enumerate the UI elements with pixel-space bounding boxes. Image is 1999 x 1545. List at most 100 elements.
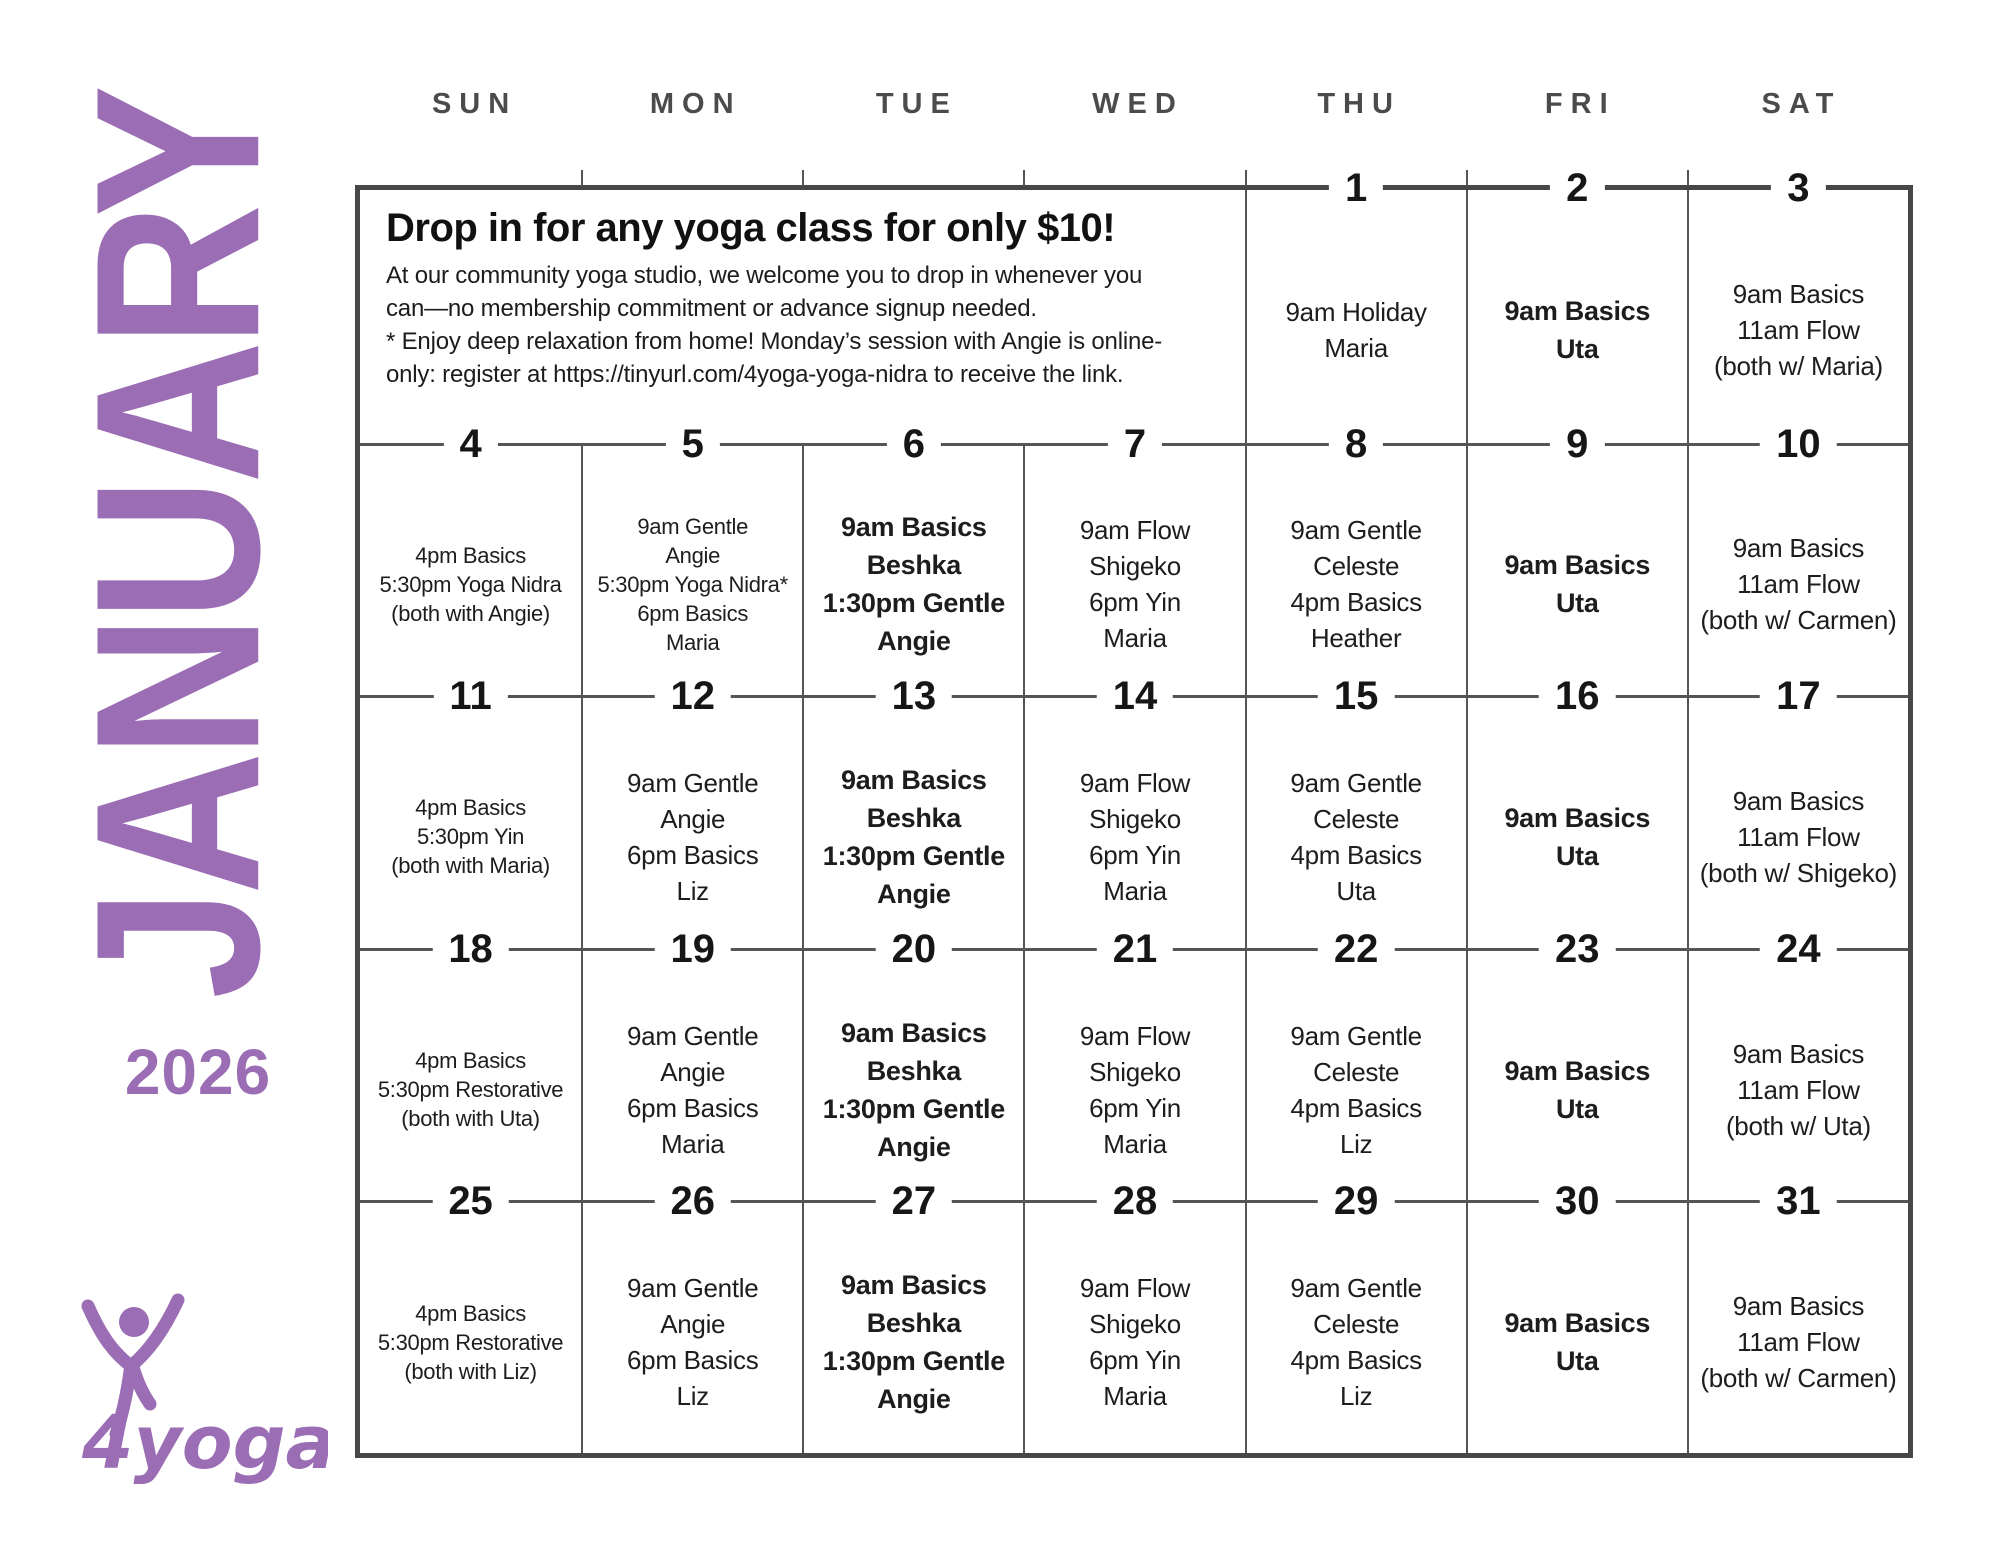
calendar-day-cell-9: 9 9am Basics Uta: [1465, 421, 1687, 696]
day-schedule: 9am Flow Shigeko 6pm Yin Maria: [1025, 1203, 1244, 1453]
grid-tick: [1023, 170, 1026, 186]
day-number: 15: [1317, 674, 1395, 719]
day-number: 26: [654, 1179, 731, 1224]
schedule-line: Angie: [877, 878, 951, 909]
schedule-line: 4pm Basics: [1290, 587, 1422, 618]
schedule-line: Beshka: [866, 802, 962, 833]
schedule-line: 1:30pm Gentle: [822, 840, 1005, 871]
schedule-line: 5:30pm Yoga Nidra*: [597, 571, 789, 597]
schedule-line: 6pm Basics: [627, 1092, 759, 1123]
schedule-line: (both w/ Carmen): [1700, 605, 1897, 636]
day-number: 13: [875, 674, 953, 719]
schedule-line: (both w/ Shigeko): [1699, 857, 1898, 888]
schedule-line: 5:30pm Restorative: [377, 1329, 564, 1355]
calendar-day-cell-29: 29 9am Gentle Celeste 4pm Basics Liz: [1244, 1179, 1466, 1453]
day-number: 23: [1539, 927, 1616, 972]
schedule-line: Uta: [1555, 1093, 1599, 1124]
schedule-line: Maria: [1103, 1381, 1167, 1412]
schedule-line: Shigeko: [1089, 1056, 1181, 1087]
day-schedule: 4pm Basics 5:30pm Yoga Nidra (both with An…: [360, 446, 581, 696]
day-number: 31: [1760, 1179, 1837, 1224]
schedule-line: Celeste: [1313, 1309, 1400, 1340]
schedule-line: 5:30pm Restorative: [377, 1077, 564, 1103]
schedule-line: 1:30pm Gentle: [822, 588, 1005, 619]
grid-tick: [802, 170, 805, 186]
calendar-day-cell-26: 26 9am Gentle Angie 6pm Basics Liz: [581, 1179, 803, 1453]
schedule-line: Uta: [1336, 875, 1376, 906]
schedule-line: Uta: [1555, 840, 1599, 871]
calendar-day-cell-5: 5 9am Gentle Angie 5:30pm Yoga Nidra* 6pm Ba…: [581, 421, 803, 696]
promo-body-line: At our community yoga studio, we welcome…: [386, 262, 1143, 289]
schedule-line: 9am Gentle: [1290, 767, 1422, 798]
day-number: 9: [1550, 421, 1605, 466]
promo-body-line: * Enjoy deep relaxation from home! Monda…: [386, 328, 1163, 355]
schedule-line: 4pm Basics: [415, 542, 526, 568]
promo-title: Drop in for any yoga class for only $10!: [386, 206, 1116, 250]
day-schedule: 9am Basics Uta: [1468, 190, 1687, 443]
day-schedule: 9am Gentle Celeste 4pm Basics Liz: [1247, 951, 1466, 1201]
month-title: JANUARY: [47, 91, 308, 999]
schedule-line: Uta: [1555, 1346, 1599, 1377]
schedule-line: Maria: [660, 1128, 725, 1159]
schedule-line: 4pm Basics: [415, 1300, 526, 1326]
day-schedule: 9am Gentle Angie 5:30pm Yoga Nidra* 6pm Bas…: [583, 446, 802, 696]
schedule-line: 6pm Basics: [637, 600, 749, 626]
grid-tick: [1244, 170, 1247, 186]
calendar-day-cell-2: 2 9am Basics Uta: [1465, 166, 1687, 443]
day-schedule: 4pm Basics 5:30pm Yin (both with Maria): [360, 698, 581, 948]
schedule-line: 9am Gentle: [627, 1273, 759, 1304]
schedule-line: 6pm Yin: [1089, 587, 1181, 618]
calendar-day-cell-20: 20 9am Basics Beshka 1:30pm Gentle Angie: [802, 927, 1024, 1201]
day-number: 6: [886, 421, 941, 466]
schedule-line: 9am Gentle: [627, 1020, 759, 1051]
day-number: 20: [875, 927, 953, 972]
schedule-line: (both with Uta): [401, 1106, 540, 1132]
calendar-day-cell-13: 13 9am Basics Beshka 1:30pm Gentle Angie: [802, 674, 1024, 948]
schedule-line: 9am Basics: [1732, 1291, 1865, 1322]
day-number: 5: [665, 421, 720, 466]
schedule-line: (both with Angie): [391, 600, 550, 626]
schedule-line: Beshka: [866, 1055, 962, 1086]
day-schedule: 9am Gentle Angie 6pm Basics Maria: [583, 951, 802, 1201]
calendar-day-cell-3: 3 9am Basics 11am Flow (both w/ Maria): [1686, 166, 1908, 443]
schedule-line: Maria: [1103, 1128, 1167, 1159]
schedule-line: (both w/ Carmen): [1700, 1363, 1897, 1394]
calendar-day-cell-19: 19 9am Gentle Angie 6pm Basics Maria: [581, 927, 803, 1201]
day-header-tue: TUE: [875, 87, 958, 120]
schedule-line: 9am Basics: [1504, 550, 1651, 581]
schedule-line: Angie: [877, 1131, 951, 1162]
schedule-line: 9am Gentle: [627, 767, 759, 798]
day-schedule: 9am Basics 11am Flow (both w/ Carmen): [1689, 446, 1908, 696]
schedule-line: Celeste: [1313, 803, 1400, 834]
schedule-line: Maria: [665, 629, 720, 655]
day-number: 16: [1539, 674, 1616, 719]
schedule-line: Maria: [1103, 623, 1167, 654]
day-schedule: 9am Basics 11am Flow (both w/ Uta): [1689, 951, 1908, 1201]
day-schedule: 9am Gentle Angie 6pm Basics Liz: [583, 1203, 802, 1453]
schedule-line: 9am Basics: [841, 764, 987, 795]
schedule-line: (both w/ Uta): [1725, 1110, 1871, 1141]
schedule-line: 9am Basics: [841, 1017, 987, 1048]
calendar-day-cell-30: 30 9am Basics Uta: [1465, 1179, 1687, 1453]
day-number: 3: [1771, 166, 1826, 211]
calendar-day-cell-12: 12 9am Gentle Angie 6pm Basics Liz: [581, 674, 803, 948]
schedule-line: 9am Holiday: [1285, 297, 1428, 328]
schedule-line: 4pm Basics: [1290, 1092, 1422, 1123]
day-number: 25: [432, 1179, 509, 1224]
schedule-line: 11am Flow: [1737, 1327, 1860, 1358]
schedule-line: 9am Gentle: [637, 513, 749, 539]
schedule-line: Uta: [1555, 588, 1599, 619]
day-header-mon: MON: [649, 87, 742, 120]
day-number: 7: [1107, 421, 1163, 466]
day-schedule: 9am Gentle Celeste 4pm Basics Uta: [1247, 698, 1466, 948]
schedule-line: 9am Gentle: [1290, 1020, 1422, 1051]
person-arms-raised-icon: [81, 1293, 185, 1441]
day-schedule: 9am Basics Uta: [1468, 951, 1687, 1201]
calendar-day-cell-10: 10 9am Basics 11am Flow (both w/ Carmen): [1686, 421, 1908, 696]
calendar-day-cell-11: 11 4pm Basics 5:30pm Yin (both with Maria): [360, 674, 582, 948]
schedule-line: Angie: [660, 803, 726, 834]
schedule-line: 9am Gentle: [1290, 515, 1422, 546]
grid-tick: [581, 170, 584, 186]
day-number: 21: [1096, 927, 1174, 972]
